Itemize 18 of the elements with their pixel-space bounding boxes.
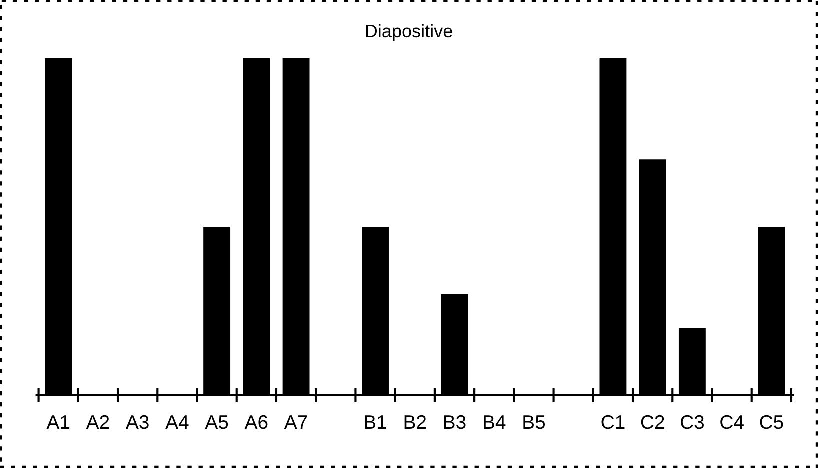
x-tick-label: A6 (244, 415, 268, 430)
x-tick-label: B5 (524, 416, 546, 430)
x-tick-label: C4 (720, 415, 744, 430)
x-tick-label: C3 (681, 415, 704, 430)
x-tick-label: C2 (641, 415, 664, 430)
x-tick-label: A1 (46, 416, 70, 429)
x-tick-label: A3 (126, 415, 149, 430)
x-tick-label: A2 (86, 415, 110, 429)
x-tick-label: B1 (365, 416, 386, 429)
x-tick-label: A5 (205, 416, 228, 430)
x-tick-label: B4 (484, 416, 506, 429)
x-tick-label: B2 (404, 415, 426, 429)
x-tick-label: A4 (166, 416, 189, 429)
x-tick-label: B3 (444, 415, 466, 430)
chart-title: Diapositive (366, 24, 452, 42)
x-tick-label: C5 (760, 415, 784, 430)
x-tick-label: C1 (602, 415, 625, 430)
x-tick-label: A7 (284, 416, 308, 429)
